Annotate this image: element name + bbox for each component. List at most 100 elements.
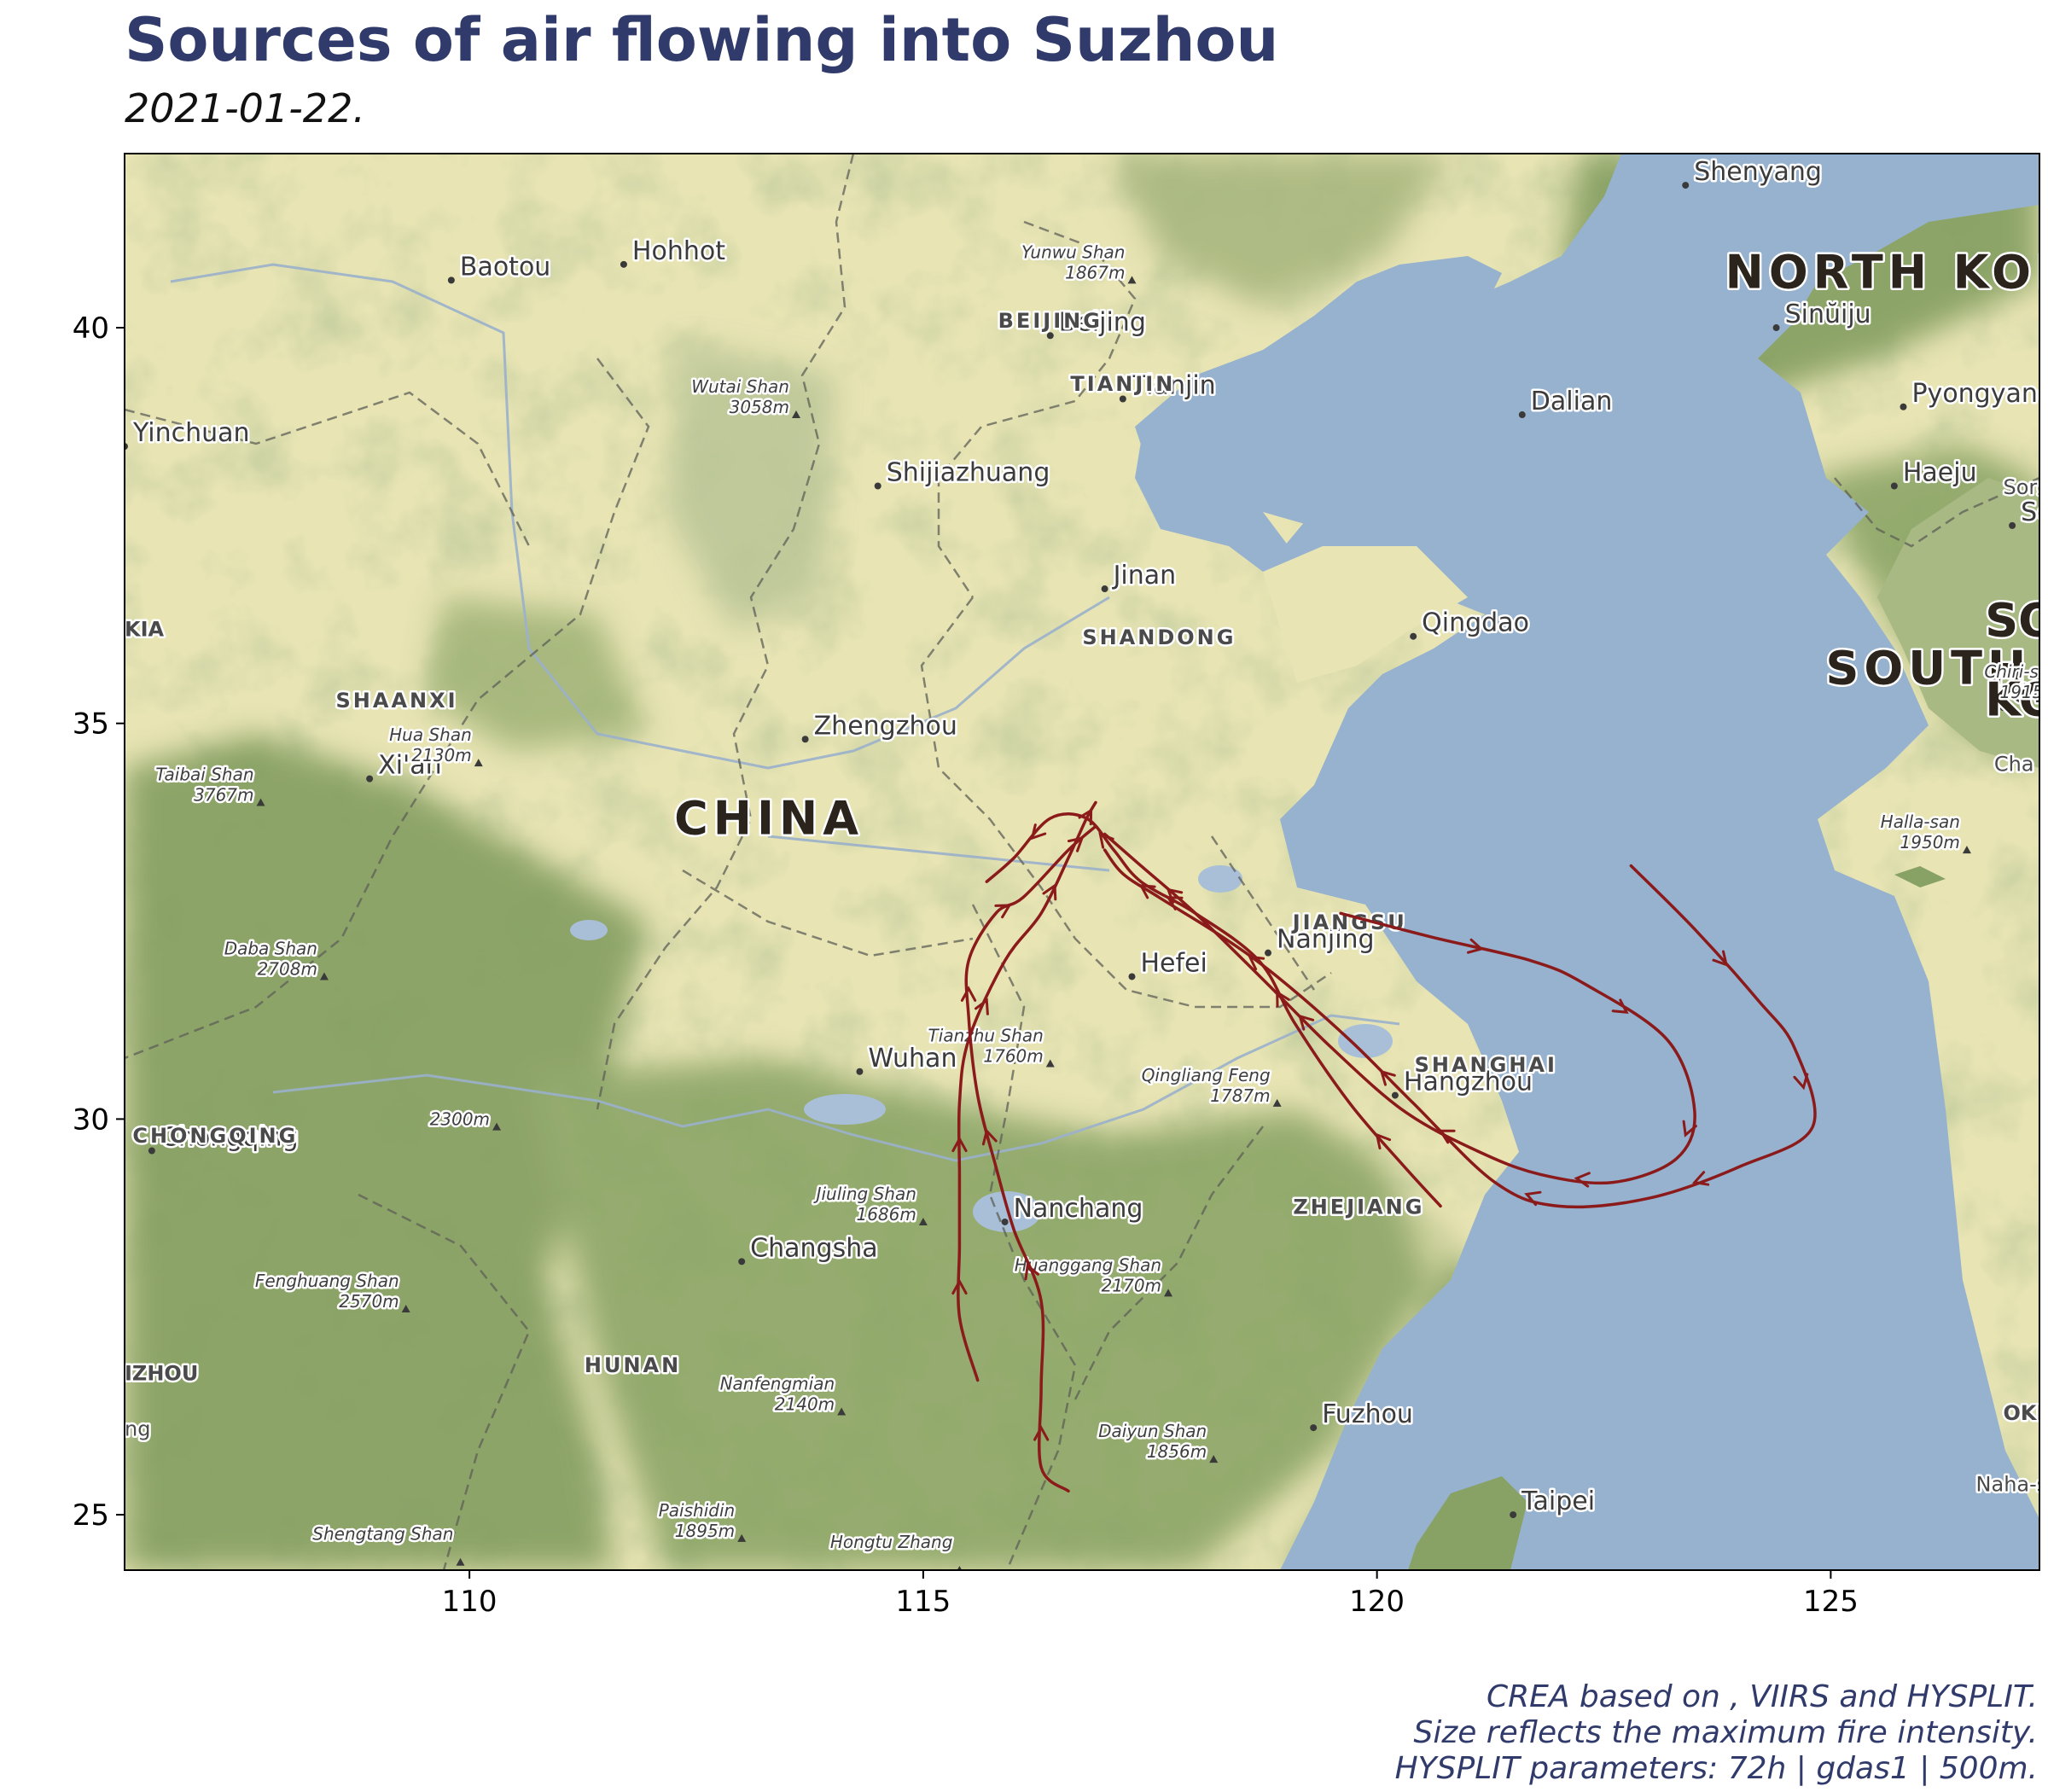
korea-south-landmass — [1877, 478, 2039, 768]
city-label: Taipei — [1521, 1487, 1595, 1516]
trajectory-arrow — [951, 1136, 968, 1153]
caption-line-size: Size reflects the maximum fire intensity… — [1413, 1715, 2038, 1750]
trajectory-line — [985, 812, 1442, 1208]
peak-name: Qingliang Feng — [1142, 1065, 1271, 1085]
city-label: Sinŭiju — [1785, 300, 1871, 329]
city-dot — [1999, 704, 2007, 712]
x-tick-label: 115 — [895, 1585, 951, 1619]
partial-label: IZHOU — [125, 1361, 198, 1385]
trajectory-arrow — [1379, 1069, 1396, 1086]
trajectory-arrow — [1712, 950, 1729, 967]
city-dot — [1772, 324, 1780, 332]
trajectory-arrow — [1024, 1263, 1039, 1281]
trajectory-arrow — [1467, 938, 1484, 954]
partial-label: Cha — [1994, 752, 2034, 776]
trajectory-arrow — [1067, 836, 1085, 852]
peak-name: Daiyun Shan — [1098, 1421, 1207, 1441]
x-tick-label: 120 — [1349, 1585, 1405, 1619]
peak-elevation: 2300m — [430, 1109, 490, 1130]
trajectory-arrow — [981, 1128, 998, 1146]
trajectory-arrow — [1375, 1132, 1392, 1150]
trajectory-arrow — [960, 986, 977, 1002]
city-label: Jinan — [1112, 561, 1177, 591]
city-label: Tianjin — [1131, 370, 1216, 400]
trajectory-arrow — [1098, 832, 1114, 849]
region-label: BEIJING — [998, 309, 1103, 333]
y-tick-label: 40 — [73, 311, 109, 346]
peak-marker — [456, 1557, 465, 1566]
city-label: Wuhan — [868, 1044, 957, 1073]
peak-name: Daba Shan — [224, 938, 317, 958]
partial-label: ng — [125, 1417, 150, 1440]
x-tick-label: 125 — [1803, 1585, 1859, 1619]
caption-line-params: HYSPLIT parameters: 72h | gdas1 | 500m. — [1394, 1751, 2038, 1786]
city-label: Baotou — [460, 252, 550, 282]
city-dot — [1900, 403, 1907, 410]
peak-elevation: 3058m — [730, 397, 789, 417]
region-label: SHAANXI — [336, 689, 458, 713]
city-label: Qingdao — [1422, 608, 1529, 638]
city-dot — [1046, 332, 1054, 340]
city-label: Dalian — [1531, 387, 1613, 416]
peak-name: Yunwu Shan — [1021, 241, 1125, 262]
city-dot — [1890, 482, 1898, 490]
city-label: Seoul — [2021, 497, 2048, 527]
trajectory-line — [957, 800, 1097, 1382]
axes: 110 115 120 125 25 30 35 40 — [73, 311, 1859, 1619]
city-dot — [801, 736, 809, 743]
trajectory-arrow — [1691, 1171, 1710, 1186]
trajectory-arrow — [1276, 990, 1290, 1008]
trajectory-arrow — [1166, 896, 1184, 911]
city-label: Hefei — [1140, 948, 1207, 978]
peak-name: Paishidin — [659, 1500, 735, 1521]
city-dot — [2009, 521, 2016, 529]
peak-marker — [474, 759, 483, 767]
peak-marker — [1272, 1098, 1282, 1107]
peak-name: Fenghuang Shan — [255, 1271, 399, 1291]
peak-name: Huanggang Shan — [1015, 1254, 1161, 1275]
peak-name: Hua Shan — [389, 724, 472, 745]
peak-marker — [1209, 1455, 1219, 1463]
peak-elevation: 1760m — [983, 1045, 1043, 1066]
city-dot — [1682, 182, 1690, 189]
trajectory-arrow — [975, 998, 989, 1015]
peak-marker — [737, 1533, 747, 1542]
map-plot-area: Shenyang Baotou Hohhot Beijing Tianjin Sinŭij… — [125, 154, 2048, 1570]
chart-title: Sources of air flowing into Suzhou — [125, 5, 1279, 75]
trajectory-arrow — [1297, 1014, 1315, 1031]
city-dot — [1391, 1091, 1399, 1099]
city-label: Nanjing — [1277, 925, 1375, 955]
peak-name: Tianzhu Shan — [928, 1025, 1044, 1045]
region-label: ZHEJIANG — [1293, 1196, 1424, 1219]
partial-label: OKI — [2003, 1401, 2044, 1425]
peak-elevation: 2570m — [339, 1291, 399, 1312]
peak-name: Taibai Shan — [155, 764, 253, 784]
trajectory-arrow — [1248, 955, 1265, 971]
trajectory-layer — [951, 800, 1817, 1493]
peak-name: Nanfengmian — [720, 1374, 835, 1394]
region-label: JIANGSU — [1291, 911, 1407, 934]
city-dot — [1518, 411, 1526, 419]
peak-elevation: 2130m — [411, 745, 471, 765]
city-label: Shenyang — [1694, 157, 1822, 187]
lakes — [570, 865, 1393, 1232]
y-tick-label: 35 — [73, 707, 109, 742]
chart-subtitle: 2021-01-22. — [125, 85, 365, 131]
region-label: SHANGHAI — [1415, 1053, 1557, 1077]
trajectory-arrow — [1078, 807, 1093, 826]
city-label: Beijing — [1059, 307, 1146, 337]
shandong-peninsula — [1263, 546, 1468, 683]
jeju-island — [1894, 866, 1946, 887]
plot-border — [124, 153, 2040, 1571]
city-label: Yinchuan — [132, 418, 250, 448]
city-dot — [856, 1068, 864, 1075]
city-dot — [447, 276, 455, 284]
city-label: Chongqing — [160, 1122, 299, 1152]
city-dot — [1410, 632, 1417, 640]
peak-elevation: 1867m — [1065, 262, 1125, 282]
region-label: TIANJIN — [1070, 372, 1175, 396]
partial-label: Naha-shi — [1976, 1472, 2048, 1496]
trajectory-line — [964, 824, 1097, 1493]
trajectory-arrow — [1042, 882, 1057, 901]
taiwan-island — [1408, 1476, 1527, 1570]
